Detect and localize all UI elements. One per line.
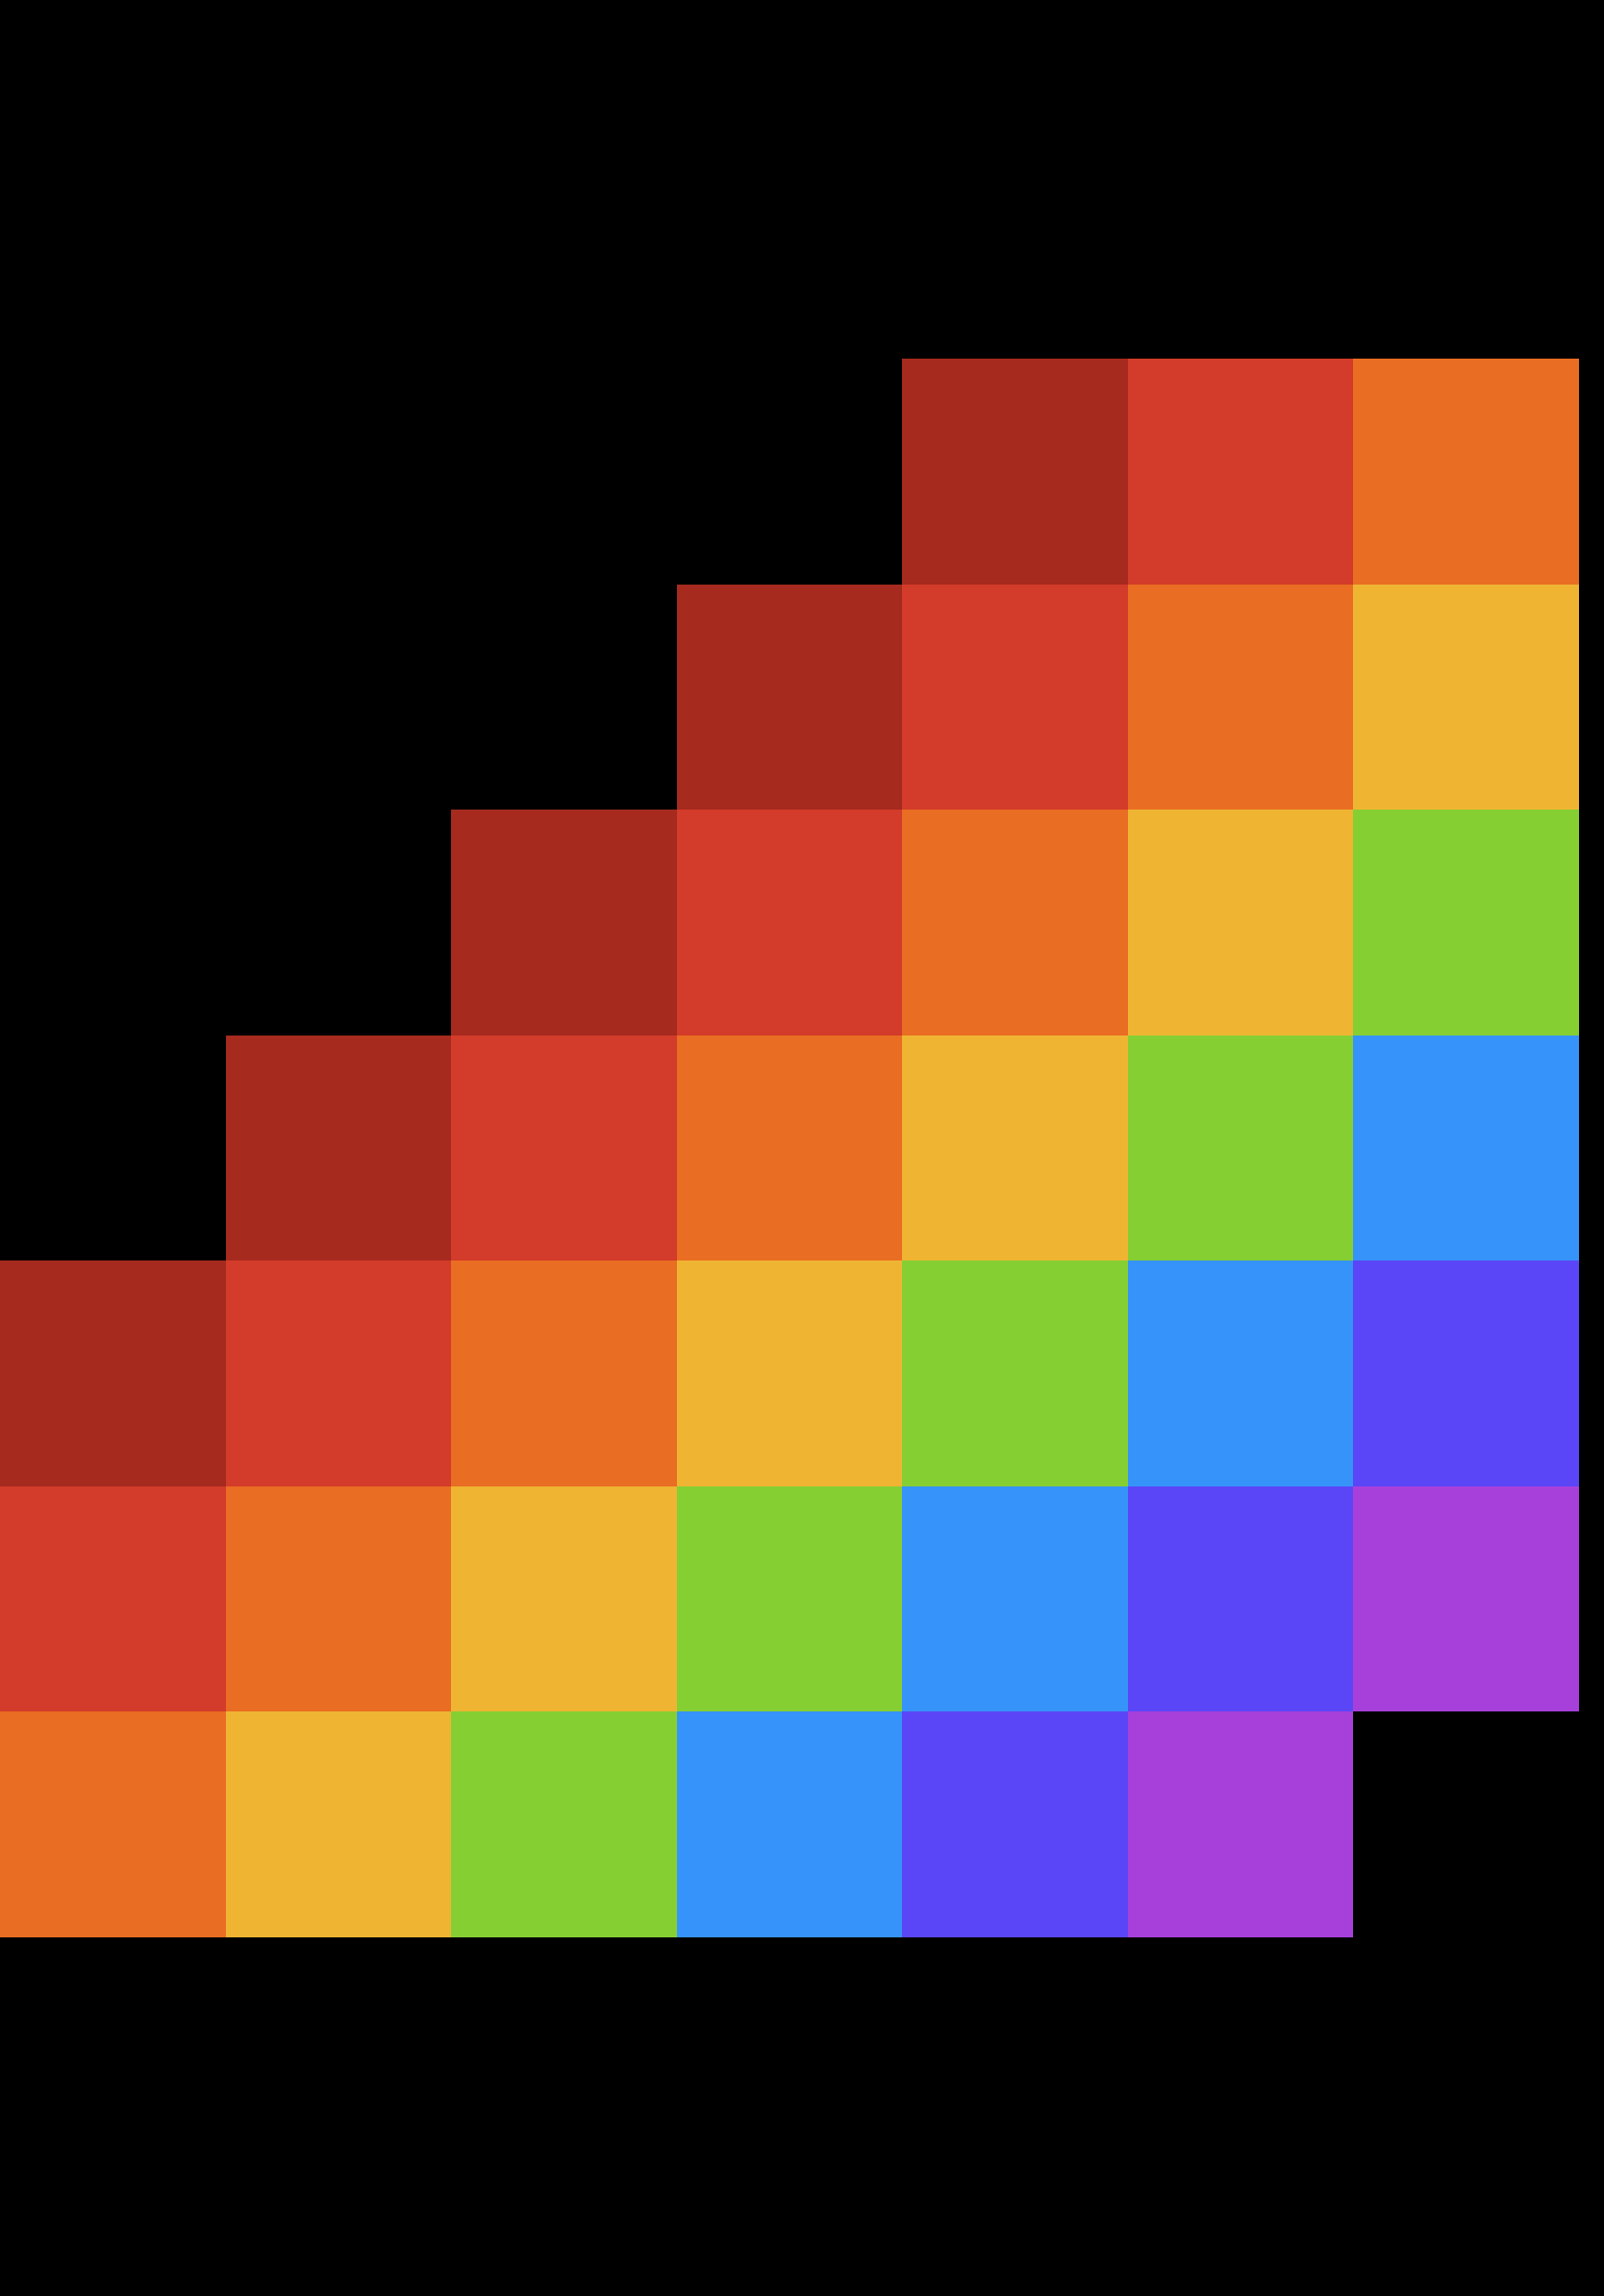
tile-blue: [1353, 1035, 1579, 1261]
tile-empty: [451, 359, 677, 585]
tile-orange: [225, 1485, 452, 1712]
tile-empty: [0, 810, 226, 1036]
tile-green: [676, 1485, 903, 1712]
tile-indigo: [902, 1711, 1128, 1937]
tile-dark-red: [676, 584, 903, 811]
tile-empty: [0, 359, 226, 585]
tile-green: [902, 1260, 1128, 1486]
tile-dark-red: [902, 359, 1128, 585]
tile-green: [451, 1711, 677, 1937]
tile-dark-red: [0, 1260, 226, 1486]
tile-empty: [226, 810, 452, 1036]
tile-yellow: [902, 1035, 1128, 1261]
tile-yellow: [225, 1711, 452, 1937]
tile-orange: [1353, 359, 1579, 585]
tile-orange: [902, 810, 1128, 1036]
tile-red: [451, 1035, 677, 1261]
tile-empty: [677, 359, 903, 585]
tile-empty: [0, 585, 226, 811]
tile-indigo: [1353, 1260, 1579, 1486]
tile-blue: [902, 1485, 1128, 1712]
tile-green: [1127, 1035, 1354, 1261]
tile-purple: [1127, 1711, 1354, 1937]
tile-empty: [226, 585, 452, 811]
tile-red: [902, 584, 1128, 811]
tile-red: [1127, 359, 1354, 585]
tile-red: [225, 1260, 452, 1486]
tile-red: [676, 810, 903, 1036]
tile-orange: [676, 1035, 903, 1261]
tile-dark-red: [225, 1035, 452, 1261]
tile-empty: [0, 1036, 226, 1261]
tile-blue: [1127, 1260, 1354, 1486]
tile-empty: [226, 359, 452, 585]
tile-indigo: [1127, 1485, 1354, 1712]
tile-blue: [676, 1711, 903, 1937]
tile-yellow: [1127, 810, 1354, 1036]
tile-empty: [1353, 1711, 1579, 1937]
tile-yellow: [1353, 584, 1579, 811]
tile-orange: [1127, 584, 1354, 811]
tile-yellow: [676, 1260, 903, 1486]
tile-green: [1353, 810, 1579, 1036]
rainbow-staircase-mosaic: [0, 359, 1579, 1937]
tile-purple: [1353, 1485, 1579, 1712]
tile-red: [0, 1485, 226, 1712]
tile-dark-red: [451, 810, 677, 1036]
tile-empty: [451, 585, 677, 811]
tile-orange: [451, 1260, 677, 1486]
tile-yellow: [451, 1485, 677, 1712]
tile-orange: [0, 1711, 226, 1937]
